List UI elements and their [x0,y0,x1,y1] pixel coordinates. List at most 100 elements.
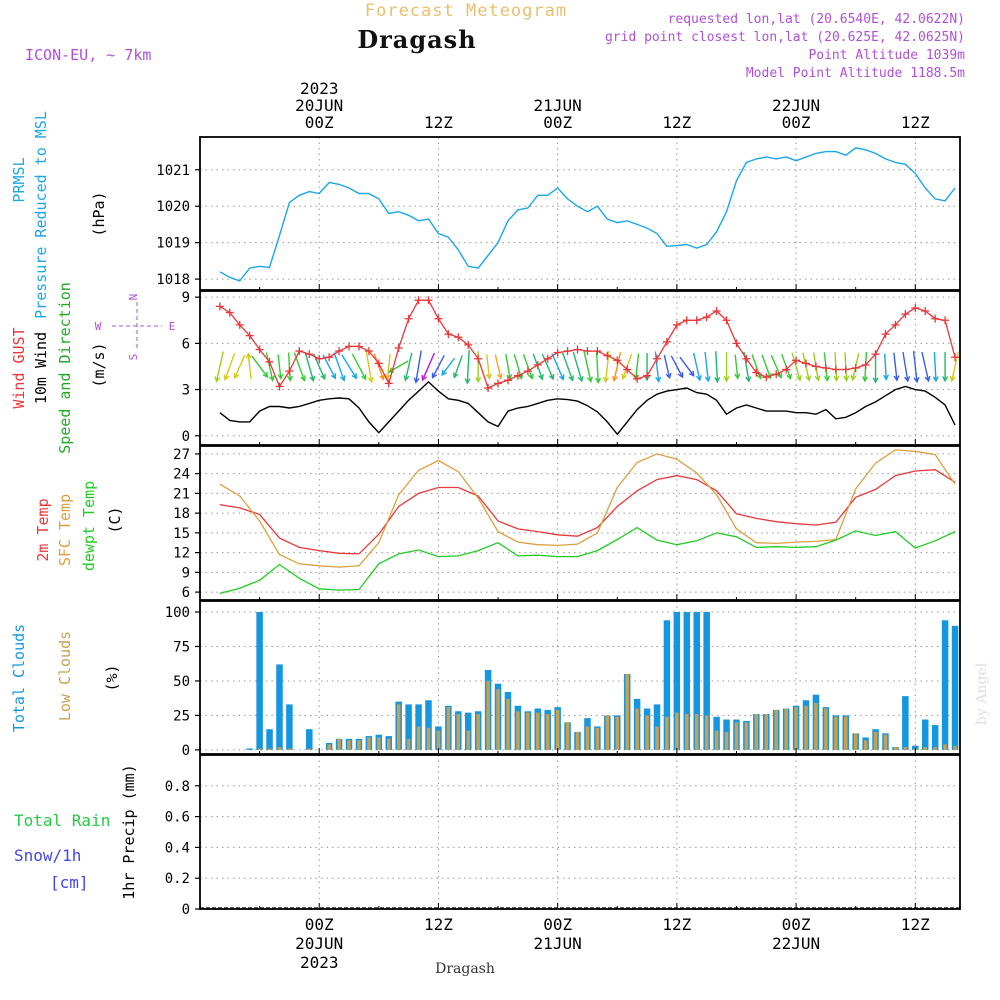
gust-marker [474,354,483,363]
low-cloud-bar [853,733,858,750]
wind-direction-arrow [365,350,374,384]
wind-arrow-head [330,373,337,380]
wind-direction-arrow [595,350,602,384]
wind-arrow-head [367,376,374,384]
y-tick-label: 100 [165,605,190,621]
wind-arrow-head [805,375,812,382]
gust-marker [692,316,701,325]
wind-direction-arrow [670,355,684,379]
wind-arrow-shaft [791,352,801,381]
gust-marker [513,371,522,380]
pressure-unit: (hPa) [90,191,108,236]
low-cloud-bar [516,711,520,750]
wind-arrow-head [843,375,850,382]
low-cloud-bar [774,709,778,750]
wind-arrow-head [872,377,879,384]
wind-direction-arrow [494,354,503,380]
gust-marker [305,350,314,359]
low-cloud-bar [794,707,798,750]
low-cloud-label: Low Clouds [56,631,74,721]
wind-direction-arrow [452,355,463,379]
wind-arrow-head [548,373,555,381]
wind-direction-arrow [551,353,565,381]
compass-n: N [127,294,140,301]
dewpt-label: dewpt Temp [80,481,98,571]
low-cloud-bar [873,731,878,750]
wind-arrow-head [776,372,783,379]
wind-direction-arrow [734,354,741,380]
y-tick-label: 6 [182,336,190,352]
total-cloud-bar [951,625,959,750]
wind-unit: (m/s) [90,342,108,387]
wind-direction-arrow [893,352,900,382]
sfc-temp-label: SFC Temp [56,494,74,566]
wind-arrow-head [745,376,752,383]
low-cloud-bar [476,714,480,750]
wind-direction-arrow [384,353,391,381]
wind-arrow-head [538,374,544,381]
temp-unit: (C) [106,506,124,533]
low-cloud-bar [694,714,699,750]
y-tick-label: 0.6 [165,810,190,826]
low-cloud-bar [506,698,510,750]
y-tick-label: 1021 [156,163,190,179]
gust-marker [404,314,413,323]
total-cloud-bar [902,696,909,750]
compass-e: E [169,320,176,333]
total-cloud-bar [703,612,710,750]
wind-direction-arrow [464,349,471,385]
wind-arrow-head [862,376,869,383]
gust-marker [384,379,393,388]
wind-arrow-head [421,374,427,382]
wind-arrow-shaft [265,352,274,381]
panel-frame [199,290,961,446]
time-label-top: 12Z [901,113,930,132]
wind-arrow-shaft [654,351,660,382]
wind-direction-arrow [413,350,422,384]
wind-arrow-head [262,371,269,379]
info-point-altitude: Point Altitude 1039m [808,48,965,63]
wind-arrow-head [665,372,672,380]
low-cloud-bar [357,740,361,750]
total-cloud-bar [276,664,283,750]
panel-frame [199,600,961,755]
panel-frame [199,445,961,601]
wind-arrow-shaft [431,354,445,378]
precip-legend-2: [cm] [50,873,89,892]
wind-direction-arrow [421,352,436,382]
wind-arrow-head [612,375,618,383]
dewpt-line [219,526,956,595]
wind-direction-arrow [791,352,802,382]
low-cloud-bar [714,730,719,750]
wind-arrow-head [766,372,772,380]
wind-arrow-head [723,376,730,383]
low-cloud-bar [436,730,441,750]
wind-arrow-shaft [551,353,564,380]
gust-marker [782,365,791,374]
y-tick-label: 9 [182,565,190,581]
low-cloud-bar [466,730,470,750]
wind-arrow-head [904,376,911,383]
gust-marker [603,351,612,360]
panel-frame [199,136,961,291]
low-cloud-bar [387,738,391,750]
y-tick-label: 1018 [156,272,190,288]
precip-legend-1: Snow/1h [14,846,81,865]
gust-marker [325,353,334,362]
wind-arrow-head [286,375,293,382]
gust-marker [494,379,503,388]
gust-marker [315,354,324,363]
gust-marker [215,302,224,311]
low-cloud-bar [704,715,709,750]
low-cloud-bar [277,747,282,750]
wind-arrow-shaft [224,353,236,380]
total-cloud-bar [941,620,949,750]
low-cloud-bar [734,722,739,750]
wind-arrow-head [677,372,684,379]
wind-arrow-shaft [333,352,345,381]
gust-marker [792,356,801,365]
total-cloud-bar [286,704,293,750]
precip-label: 1hr Precip (mm) [120,764,138,899]
wind-arrow-head [403,375,410,382]
gust-marker [543,354,552,363]
